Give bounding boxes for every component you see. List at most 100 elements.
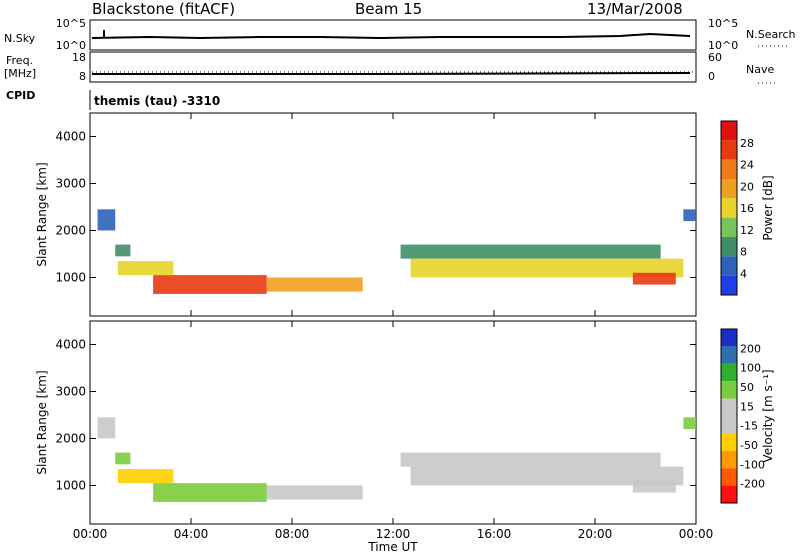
colorbar-band <box>721 275 737 295</box>
colorbar-band <box>721 217 737 237</box>
colorbar-frame <box>720 120 738 296</box>
sky-tick-top: 10^5 <box>56 17 86 30</box>
colorbar-band <box>721 121 737 141</box>
colorbar-band <box>721 433 737 451</box>
scatter-segment <box>153 483 267 502</box>
y-axis-label: Slant Range [km] <box>35 162 49 266</box>
x-tick-label: 00:00 <box>679 527 714 541</box>
scatter-segment <box>632 272 676 285</box>
colorbar-tick-label: 8 <box>740 246 747 259</box>
scatter-segment <box>153 275 267 294</box>
nsearch-label: N.Search <box>746 28 796 41</box>
scatter-segment <box>410 258 684 278</box>
colorbar-band <box>721 198 737 218</box>
y-tick-label: 1000 <box>55 478 86 492</box>
scatter-segment <box>115 244 131 257</box>
colorbar-tick-label: 16 <box>740 202 754 215</box>
scatter-segment <box>400 452 661 467</box>
freq-trace <box>92 72 691 75</box>
scatter-segment <box>117 469 174 484</box>
scatter-segment <box>115 452 131 465</box>
colorbar-tick-label: 15 <box>740 400 754 413</box>
x-axis-label: Time UT <box>367 540 418 554</box>
scatter-segment <box>266 485 363 500</box>
x-tick-label: 16:00 <box>477 527 512 541</box>
y-tick-label: 1000 <box>55 270 86 284</box>
power-panel: 4000 3000 2000 1000 Slant Range [km] 28 24 20 16… <box>35 112 775 317</box>
colorbar-band <box>721 485 737 503</box>
date-label: 13/Mar/2008 <box>587 0 683 18</box>
colorbar-band <box>721 398 737 416</box>
colorbar-band <box>721 179 737 199</box>
scatter-segment <box>683 209 696 222</box>
scatter-segment <box>632 480 676 493</box>
x-axis-ticks: 00:00 04:00 08:00 12:00 16:00 20:00 00:00 <box>73 113 714 541</box>
search-tick-bottom: 10^0 <box>708 39 738 52</box>
search-tick-top: 10^5 <box>708 17 738 30</box>
colorbar-label: Power [dB] <box>761 175 775 240</box>
nave-tick-bottom: 0 <box>708 70 715 83</box>
colorbar-band <box>721 363 737 382</box>
colorbar-tick-label: 20 <box>740 180 754 193</box>
colorbar-tick-label: 4 <box>740 267 747 280</box>
colorbar-band <box>721 416 737 434</box>
scatter-segment <box>266 277 363 292</box>
colorbar-tick-label: 100 <box>740 362 761 375</box>
nsky-label: N.Sky <box>4 32 36 45</box>
scatter-segment <box>683 417 696 430</box>
freq-tick-top: 18 <box>72 51 86 64</box>
cpid-label: CPID <box>6 89 35 102</box>
freq-unit: [MHz] <box>4 67 36 80</box>
x-tick-label: 08:00 <box>275 527 310 541</box>
sky-ticks: 10^5 10^0 18 8 <box>56 17 86 83</box>
y-axis-label: Slant Range [km] <box>35 370 49 474</box>
colorbar-band <box>721 256 737 276</box>
y-tick-label: 2000 <box>55 223 86 237</box>
colorbar-tick-label: -50 <box>740 439 758 452</box>
y-tick-label: 2000 <box>55 431 86 445</box>
colorbar-frame <box>720 328 738 504</box>
colorbar-label: Velocity [m s⁻¹] <box>761 369 775 462</box>
y-tick-label: 3000 <box>55 384 86 398</box>
colorbar-tick-label: 28 <box>740 137 754 150</box>
colorbar-tick-label: -15 <box>740 420 758 433</box>
x-tick-label: 00:00 <box>73 527 108 541</box>
scatter-segment <box>410 466 684 486</box>
freq-panel <box>89 51 697 83</box>
velocity-panel: 4000 3000 2000 1000 Slant Range [km] 200 100 50… <box>35 320 775 525</box>
freq-label: Freq. <box>6 54 33 67</box>
freq-tick-bottom: 8 <box>79 70 86 83</box>
colorbar-band <box>721 329 737 347</box>
scatter-segment <box>400 244 661 259</box>
nsky-panel <box>89 19 697 51</box>
sky-tick-bottom: 10^0 <box>56 39 86 52</box>
x-tick-label: 12:00 <box>376 527 411 541</box>
colorbar-tick-label: -200 <box>740 478 765 491</box>
x-tick-label: 20:00 <box>578 527 613 541</box>
scatter-segment <box>97 417 116 439</box>
nave-label: Nave <box>746 63 774 76</box>
x-tick-label: 04:00 <box>174 527 209 541</box>
scatter-segment <box>117 261 174 276</box>
colorbar-band <box>721 346 737 364</box>
y-tick-label: 3000 <box>55 176 86 190</box>
colorbar-band <box>721 237 737 257</box>
colorbar-band <box>721 468 737 486</box>
y-tick-label: 4000 <box>55 337 86 351</box>
site-title: Blackstone (fitACF) <box>92 0 235 18</box>
scatter-segment <box>97 209 116 231</box>
search-ticks: 10^5 10^0 60 0 <box>708 17 738 83</box>
beam-label: Beam 15 <box>355 0 422 18</box>
cpid-value: themis (tau) -3310 <box>94 94 220 108</box>
colorbar-tick-label: 24 <box>740 159 754 172</box>
colorbar-band <box>721 381 737 399</box>
colorbar-band <box>721 140 737 160</box>
nsky-trace <box>91 32 691 40</box>
y-tick-label: 4000 <box>55 129 86 143</box>
colorbar-tick-label: 200 <box>740 342 761 355</box>
colorbar-tick-label: 12 <box>740 224 754 237</box>
colorbar-band <box>721 450 737 469</box>
colorbar-band <box>721 159 737 179</box>
nave-tick-top: 60 <box>708 51 722 64</box>
